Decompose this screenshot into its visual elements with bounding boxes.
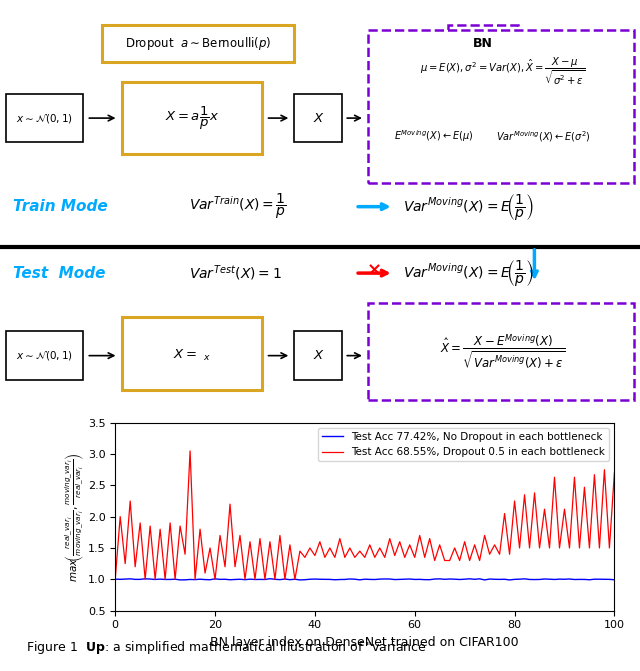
Text: $Var^{Moving}(X) = E\!\left(\dfrac{1}{p}\right)$: $Var^{Moving}(X) = E\!\left(\dfrac{1}{p}… — [403, 258, 534, 288]
Y-axis label: $max\!\left(\frac{real\_var_i}{moving\_var_i},\frac{moving\_var_i}{real\_var_i}\: $max\!\left(\frac{real\_var_i}{moving\_v… — [64, 452, 86, 582]
FancyBboxPatch shape — [368, 303, 634, 400]
Test Acc 77.42%, No Dropout in each bottleneck — [236, 575, 244, 583]
Test Acc 77.42%, No Dropout in each bottleneck — [147, 575, 154, 583]
Test Acc 68.55%, Dropout 0.5 in each bottleneck — [611, 469, 618, 477]
Test Acc 77.42%, No Dropout in each bottleneck — [346, 575, 354, 583]
Text: $E^{Moving}(X) \leftarrow E(\mu)$: $E^{Moving}(X) \leftarrow E(\mu)$ — [394, 128, 473, 144]
FancyBboxPatch shape — [6, 331, 83, 380]
Text: $Var^{Test}(X) = 1$: $Var^{Test}(X) = 1$ — [189, 263, 282, 283]
Text: $Var^{Train}(X) = \dfrac{1}{p}$: $Var^{Train}(X) = \dfrac{1}{p}$ — [189, 192, 287, 221]
Text: $Var^{Moving}(X) \leftarrow E(\sigma^2)$: $Var^{Moving}(X) \leftarrow E(\sigma^2)$ — [496, 129, 591, 144]
Test Acc 77.42%, No Dropout in each bottleneck — [266, 574, 274, 582]
Test Acc 68.55%, Dropout 0.5 in each bottleneck — [111, 575, 119, 583]
Test Acc 77.42%, No Dropout in each bottleneck — [416, 575, 424, 583]
FancyBboxPatch shape — [122, 317, 262, 390]
Test Acc 77.42%, No Dropout in each bottleneck — [611, 576, 618, 584]
Line: Test Acc 77.42%, No Dropout in each bottleneck: Test Acc 77.42%, No Dropout in each bott… — [115, 578, 614, 580]
Test Acc 68.55%, Dropout 0.5 in each bottleneck — [416, 531, 424, 539]
Text: $\boldsymbol{\times}$: $\boldsymbol{\times}$ — [365, 261, 381, 279]
Text: $x{\sim}\mathcal{N}(0,1)$: $x{\sim}\mathcal{N}(0,1)$ — [17, 111, 73, 125]
Test Acc 68.55%, Dropout 0.5 in each bottleneck — [241, 575, 249, 583]
Test Acc 77.42%, No Dropout in each bottleneck — [111, 575, 119, 583]
FancyBboxPatch shape — [368, 30, 634, 183]
Text: $X$: $X$ — [313, 111, 324, 125]
Text: $X$: $X$ — [313, 349, 324, 362]
Test Acc 77.42%, No Dropout in each bottleneck — [481, 576, 488, 584]
Text: $Var^{Moving}(X) = E\!\left(\dfrac{1}{p}\right)$: $Var^{Moving}(X) = E\!\left(\dfrac{1}{p}… — [403, 192, 534, 221]
FancyBboxPatch shape — [294, 94, 342, 142]
Test Acc 68.55%, Dropout 0.5 in each bottleneck — [466, 556, 474, 564]
Text: BN: BN — [473, 37, 493, 50]
Line: Test Acc 68.55%, Dropout 0.5 in each bottleneck: Test Acc 68.55%, Dropout 0.5 in each bot… — [115, 451, 614, 579]
Test Acc 68.55%, Dropout 0.5 in each bottleneck — [491, 541, 499, 549]
Test Acc 68.55%, Dropout 0.5 in each bottleneck — [147, 522, 154, 530]
Text: $\mu = E(X), \sigma^2 = Var(X), \hat{X} = \dfrac{X-\mu}{\sqrt{\sigma^2+\varepsil: $\mu = E(X), \sigma^2 = Var(X), \hat{X} … — [420, 56, 585, 87]
FancyBboxPatch shape — [6, 94, 83, 142]
Text: $X =\ _{x}$: $X =\ _{x}$ — [173, 348, 211, 363]
FancyBboxPatch shape — [294, 331, 342, 380]
X-axis label: BN layer index on DenseNet trained on CIFAR100: BN layer index on DenseNet trained on CI… — [211, 636, 519, 649]
Text: Train Mode: Train Mode — [13, 199, 108, 214]
Text: $x{\sim}\mathcal{N}(0,1)$: $x{\sim}\mathcal{N}(0,1)$ — [17, 349, 73, 362]
Test Acc 77.42%, No Dropout in each bottleneck — [496, 575, 504, 583]
FancyBboxPatch shape — [102, 25, 294, 62]
Legend: Test Acc 77.42%, No Dropout in each bottleneck, Test Acc 68.55%, Dropout 0.5 in : Test Acc 77.42%, No Dropout in each bott… — [318, 428, 609, 462]
Text: $\hat{X} = \dfrac{X - E^{Moving}(X)}{\sqrt{Var^{Moving}(X)+\varepsilon}}$: $\hat{X} = \dfrac{X - E^{Moving}(X)}{\sq… — [440, 333, 565, 370]
FancyBboxPatch shape — [122, 82, 262, 154]
Text: Figure 1  $\mathbf{Up}$: a simplified mathematical illustration of "variance: Figure 1 $\mathbf{Up}$: a simplified mat… — [26, 639, 426, 656]
Test Acc 68.55%, Dropout 0.5 in each bottleneck — [346, 544, 354, 552]
Text: $X = a\dfrac{1}{p}x$: $X = a\dfrac{1}{p}x$ — [165, 105, 219, 132]
Text: Dropout  $a\sim$Bernoulli$(p)$: Dropout $a\sim$Bernoulli$(p)$ — [125, 35, 271, 52]
Text: Test  Mode: Test Mode — [13, 266, 106, 280]
Test Acc 77.42%, No Dropout in each bottleneck — [466, 575, 474, 583]
FancyBboxPatch shape — [448, 25, 518, 62]
Test Acc 68.55%, Dropout 0.5 in each bottleneck — [186, 447, 194, 455]
